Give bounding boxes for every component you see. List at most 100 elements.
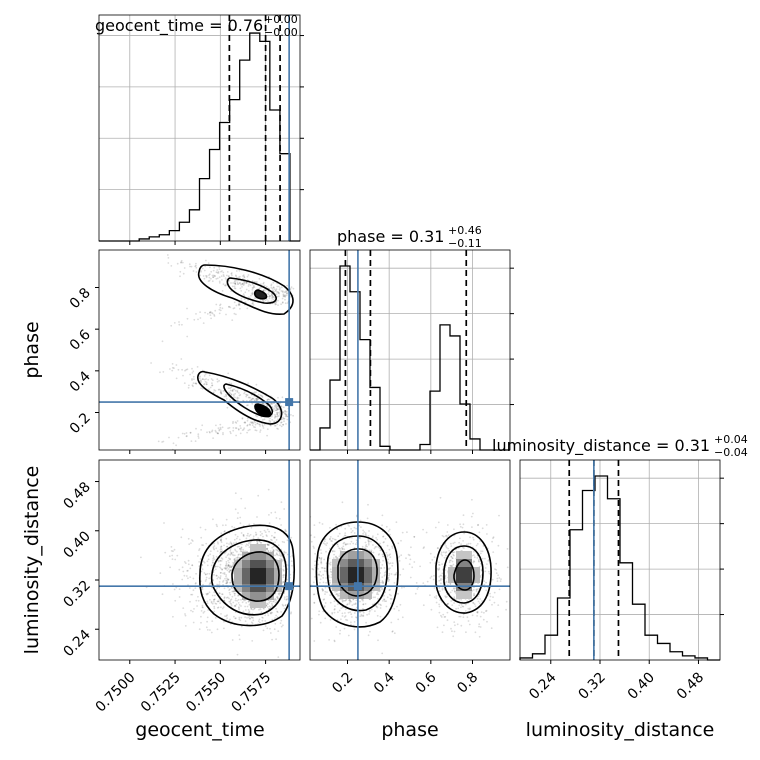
sample-point [462,540,464,542]
sample-point [268,291,270,294]
sample-point [191,367,193,370]
sample-point [233,558,236,561]
sample-point [367,634,370,637]
sample-point [486,533,488,535]
sample-point [216,628,219,631]
sample-point [506,548,509,550]
sample-point [368,610,371,613]
sample-point [286,292,288,295]
sample-point [267,614,270,617]
sample-point [230,604,233,607]
sample-point [272,600,274,603]
sample-point [208,583,211,586]
sample-point [389,533,391,536]
sample-point [275,301,277,304]
sample-point [271,419,274,421]
sample-point [202,560,205,563]
sample-point [276,285,279,288]
sample-point [480,552,482,555]
sample-point [462,514,465,517]
sample-point [395,573,397,575]
sample-point [192,385,194,388]
sample-point [344,527,347,530]
sample-point [275,599,277,602]
sample-point [499,580,502,582]
sample-point [389,553,391,556]
sample-point [438,575,441,578]
sample-point [238,607,240,610]
sample-point [385,525,388,528]
sample-point [222,572,225,575]
sample-point [230,587,233,589]
sample-point [186,317,189,320]
sample-point [285,414,288,417]
sample-point [271,611,274,614]
sample-point [220,532,223,535]
sample-point [277,304,279,306]
sample-point [395,521,398,524]
sample-point [220,548,223,551]
density-cell [348,559,356,567]
sample-point [338,532,341,535]
sample-point [189,576,192,578]
sample-point [478,623,481,626]
sample-point [213,591,216,594]
density-cell [464,591,472,599]
y-tick-label: 0.24 [60,627,93,660]
sample-point [492,536,495,539]
sample-point [276,413,278,416]
sample-point [433,556,436,558]
sample-point [506,566,509,569]
sample-point [266,434,268,437]
sample-point [209,266,211,269]
density-cell [234,576,242,584]
sample-point [388,572,391,575]
sample-point [277,630,280,632]
sample-point [277,544,280,546]
sample-point [237,512,239,514]
sample-point [220,545,223,548]
sample-point [180,536,183,539]
sample-point [276,411,279,414]
sample-point [221,568,224,571]
sample-point [275,607,277,610]
sample-point [344,544,347,546]
sample-point [238,638,241,641]
sample-point [242,428,245,431]
sample-point [210,317,213,320]
y-tick-label: 0.40 [60,528,93,561]
sample-point [400,539,402,542]
sample-point [191,372,194,374]
sample-point [276,554,279,556]
density-cell [242,584,250,592]
sample-point [177,368,180,371]
sample-point [249,541,252,543]
sample-point [184,562,187,564]
sample-point [279,552,281,555]
sample-point [282,406,285,409]
contour-middle-right [443,545,484,604]
x-tick-label: 0.4 [371,669,398,696]
sample-point [336,543,339,546]
sample-point [245,288,248,291]
sample-point [279,424,281,427]
sample-point [215,555,218,558]
sample-point [283,596,286,598]
sample-point [261,395,264,398]
sample-point [188,543,191,546]
sample-point [447,534,450,536]
sample-point [329,563,332,566]
density-cell [242,568,250,576]
sample-point [371,591,374,594]
sample-point [262,425,264,428]
sample-point [426,580,429,583]
sample-point [414,592,417,595]
sample-point [234,599,237,602]
sample-point [485,610,487,612]
sample-point [162,371,165,373]
sample-point [251,288,254,291]
sample-point [441,572,444,575]
sample-point [209,582,212,585]
sample-point [462,523,465,526]
